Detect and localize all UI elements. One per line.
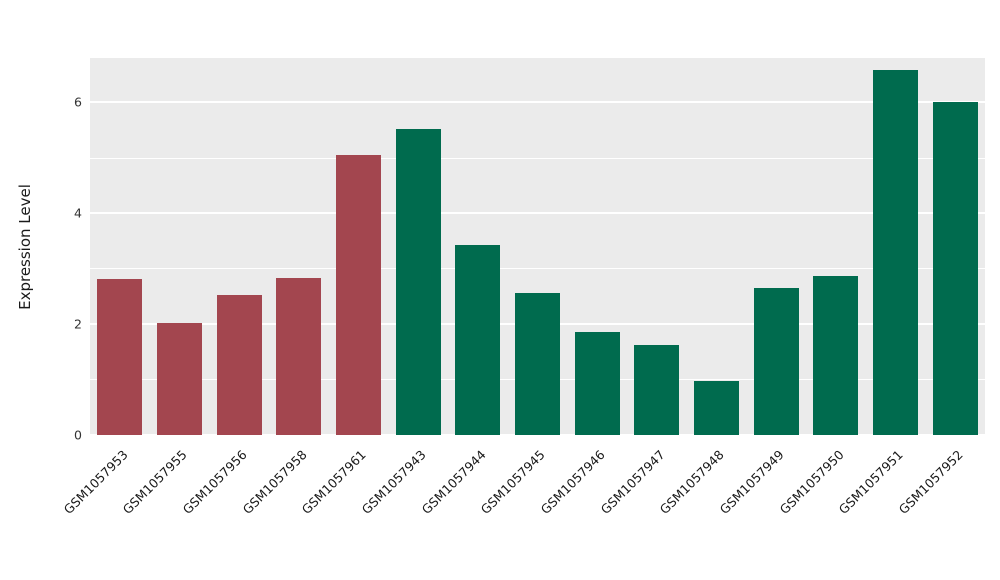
y-tick-label-4: 4 [74, 205, 82, 221]
y-tick-label-2: 2 [74, 316, 82, 332]
gridline-y-5 [90, 157, 985, 159]
gridline-y-3 [90, 268, 985, 270]
x-tick-label-GSM1057952: GSM1057952 [895, 447, 966, 518]
bar-GSM1057952 [932, 102, 978, 435]
bar-GSM1057948 [693, 380, 739, 435]
bar-GSM1057945 [514, 292, 560, 435]
y-axis-tick-labels: 0 2 4 6 [0, 58, 82, 443]
bar-GSM1057946 [574, 332, 620, 435]
bar-GSM1057961 [335, 155, 381, 435]
bar-GSM1057947 [634, 344, 680, 435]
bar-GSM1057958 [276, 278, 322, 435]
bar-GSM1057943 [395, 128, 441, 435]
bar-GSM1057951 [872, 70, 918, 435]
gridline-y-4 [90, 212, 985, 214]
y-tick-label-0: 0 [74, 427, 82, 443]
bar-GSM1057949 [753, 288, 799, 435]
bar-GSM1057953 [97, 278, 143, 435]
bar-GSM1057956 [216, 295, 262, 435]
plot-area [90, 58, 985, 436]
x-axis-tick-labels: GSM1057953 GSM1057955 GSM1057956 GSM1057958… [60, 441, 985, 571]
bars-container [90, 58, 985, 435]
bar-GSM1057944 [455, 244, 501, 435]
bar-GSM1057950 [813, 275, 859, 435]
y-tick-label-6: 6 [74, 94, 82, 110]
bar-GSM1057955 [156, 323, 202, 435]
gridline-y-6 [90, 101, 985, 103]
